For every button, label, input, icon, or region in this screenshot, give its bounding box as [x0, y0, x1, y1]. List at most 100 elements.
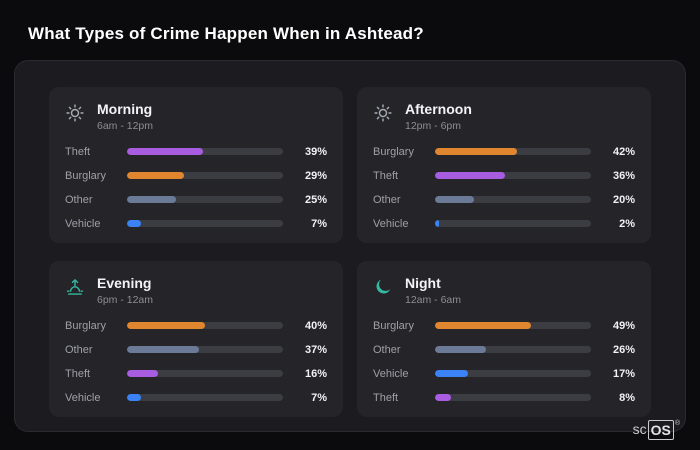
bar-row: Burglary 29% [65, 169, 327, 182]
bar-value: 2% [619, 217, 635, 230]
bar-row: Burglary 40% [65, 319, 327, 332]
bar-fill [435, 148, 517, 155]
bar-value: 20% [612, 193, 635, 206]
bar-label: Burglary [65, 169, 106, 182]
card-titles: Night 12am - 6am [405, 275, 461, 306]
bar-track [127, 370, 283, 377]
bar-fill [127, 148, 204, 155]
bar-rows: Burglary 42% Theft 36% Other 20% Vehicle 2% [373, 145, 635, 230]
bar-value: 49% [612, 319, 635, 332]
bar-rows: Theft 39% Burglary 29% Other 25% Vehicle 7% [65, 145, 327, 230]
bar-track [127, 172, 283, 179]
crime-dashboard-panel: Morning 6am - 12pm Theft 39% Burglary 29% Othe… [14, 60, 686, 432]
bar-row: Theft 36% [373, 169, 635, 182]
bar-label: Burglary [373, 145, 414, 158]
card-header: Night 12am - 6am [373, 275, 635, 306]
bar-fill [435, 394, 451, 401]
bar-row: Theft 8% [373, 391, 635, 404]
card-title: Afternoon [405, 101, 472, 117]
bar-fill [435, 370, 469, 377]
bar-fill [127, 370, 159, 377]
bar-label: Other [373, 193, 401, 206]
card-time-range: 12am - 6am [405, 294, 462, 306]
bar-fill [127, 196, 176, 203]
bar-row: Theft 16% [65, 367, 327, 380]
bar-value: 29% [304, 169, 327, 182]
bar-track [127, 394, 283, 401]
bar-track [127, 196, 283, 203]
bar-row: Burglary 49% [373, 319, 635, 332]
card-title: Morning [97, 101, 153, 117]
bar-track [435, 394, 591, 401]
bar-label: Vehicle [65, 391, 101, 404]
bar-track [127, 322, 283, 329]
time-period-card-afternoon: Afternoon 12pm - 6pm Burglary 42% Theft 36% Ot… [357, 87, 651, 243]
bar-label: Other [373, 343, 401, 356]
bar-fill [127, 394, 141, 401]
bar-row: Other 26% [373, 343, 635, 356]
bar-label: Other [65, 193, 93, 206]
bar-row: Other 25% [65, 193, 327, 206]
bar-value: 40% [304, 319, 327, 332]
bar-label: Vehicle [373, 217, 409, 230]
bar-value: 25% [304, 193, 327, 206]
bar-row: Other 20% [373, 193, 635, 206]
card-titles: Morning 6am - 12pm [97, 101, 153, 132]
afternoon-sun-icon [373, 101, 395, 123]
page-title: What Types of Crime Happen When in Ashte… [28, 24, 424, 43]
bar-track [435, 196, 591, 203]
bar-label: Theft [65, 145, 91, 158]
card-header: Morning 6am - 12pm [65, 101, 327, 132]
bar-label: Theft [373, 391, 399, 404]
bar-row: Vehicle 2% [373, 217, 635, 230]
bar-fill [435, 322, 531, 329]
evening-sunset-icon [65, 275, 87, 297]
night-moon-icon [373, 275, 395, 297]
card-titles: Evening 6pm - 12am [97, 275, 153, 306]
brand-suffix: OS [647, 420, 674, 440]
bar-value: 39% [304, 145, 327, 158]
card-title: Night [405, 275, 441, 291]
bar-fill [127, 172, 184, 179]
bar-track [435, 172, 591, 179]
bar-track [435, 346, 591, 353]
registered-trademark-icon: ® [674, 420, 680, 427]
bar-label: Vehicle [65, 217, 101, 230]
bar-rows: Burglary 40% Other 37% Theft 16% Vehicle 7% [65, 319, 327, 404]
bar-fill [435, 196, 474, 203]
bar-value: 7% [311, 391, 327, 404]
bar-track [127, 346, 283, 353]
bar-fill [435, 346, 486, 353]
crime-cards-grid: Morning 6am - 12pm Theft 39% Burglary 29% Othe… [15, 61, 685, 443]
bar-value: 37% [304, 343, 327, 356]
bar-fill [435, 172, 506, 179]
card-time-range: 6pm - 12am [97, 294, 154, 306]
bar-track [435, 220, 591, 227]
bar-fill [435, 220, 439, 227]
brand-logo: sc OS ® [633, 420, 680, 440]
card-titles: Afternoon 12pm - 6pm [405, 101, 472, 132]
bar-row: Theft 39% [65, 145, 327, 158]
bar-track [127, 220, 283, 227]
morning-sun-icon [65, 101, 87, 123]
bar-label: Vehicle [373, 367, 409, 380]
bar-rows: Burglary 49% Other 26% Vehicle 17% Theft 8% [373, 319, 635, 404]
bar-track [435, 148, 591, 155]
bar-fill [127, 346, 200, 353]
bar-label: Theft [65, 367, 91, 380]
bar-row: Vehicle 7% [65, 391, 327, 404]
bar-label: Other [65, 343, 93, 356]
bar-label: Burglary [373, 319, 414, 332]
bar-value: 42% [612, 145, 635, 158]
bar-value: 7% [311, 217, 327, 230]
bar-row: Vehicle 7% [65, 217, 327, 230]
bar-label: Burglary [65, 319, 106, 332]
brand-prefix: sc [632, 421, 647, 437]
bar-value: 17% [612, 367, 635, 380]
bar-row: Burglary 42% [373, 145, 635, 158]
bar-fill [127, 220, 141, 227]
time-period-card-evening: Evening 6pm - 12am Burglary 40% Other 37% Thef… [49, 261, 343, 417]
time-period-card-night: Night 12am - 6am Burglary 49% Other 26% Vehicl… [357, 261, 651, 417]
card-time-range: 12pm - 6pm [405, 120, 462, 132]
bar-value: 26% [612, 343, 635, 356]
